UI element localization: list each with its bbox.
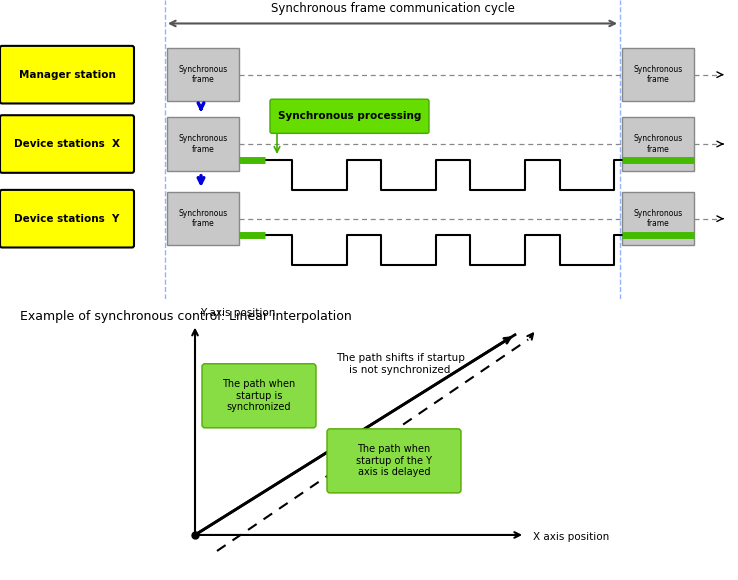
Text: Synchronous
frame: Synchronous frame	[633, 135, 683, 154]
FancyBboxPatch shape	[0, 46, 134, 103]
Text: Synchronous processing: Synchronous processing	[277, 111, 421, 121]
FancyBboxPatch shape	[167, 192, 239, 245]
Text: Synchronous
frame: Synchronous frame	[179, 209, 227, 229]
Text: X axis position: X axis position	[533, 532, 610, 542]
FancyBboxPatch shape	[0, 190, 134, 248]
Text: The path when
startup of the Y
axis is delayed: The path when startup of the Y axis is d…	[356, 444, 432, 477]
FancyBboxPatch shape	[622, 192, 694, 245]
FancyBboxPatch shape	[167, 117, 239, 171]
FancyBboxPatch shape	[622, 48, 694, 102]
Text: The path when
startup is
synchronized: The path when startup is synchronized	[222, 379, 296, 412]
Text: Device stations  X: Device stations X	[14, 139, 120, 149]
Text: Synchronous
frame: Synchronous frame	[633, 65, 683, 84]
Text: Manager station: Manager station	[18, 70, 115, 79]
FancyBboxPatch shape	[0, 115, 134, 173]
Text: Synchronous frame communication cycle: Synchronous frame communication cycle	[271, 2, 514, 15]
FancyBboxPatch shape	[202, 364, 316, 428]
Text: Synchronous
frame: Synchronous frame	[179, 65, 227, 84]
Text: Device stations  Y: Device stations Y	[14, 213, 120, 224]
Text: Synchronous
frame: Synchronous frame	[633, 209, 683, 229]
FancyBboxPatch shape	[327, 429, 461, 493]
FancyBboxPatch shape	[167, 48, 239, 102]
Text: Y axis position: Y axis position	[200, 308, 275, 318]
Text: Example of synchronous control: Linear interpolation: Example of synchronous control: Linear i…	[20, 310, 352, 323]
Text: Synchronous
frame: Synchronous frame	[179, 135, 227, 154]
FancyBboxPatch shape	[270, 99, 429, 133]
FancyBboxPatch shape	[622, 117, 694, 171]
Text: The path shifts if startup
is not synchronized: The path shifts if startup is not synchr…	[336, 353, 464, 375]
